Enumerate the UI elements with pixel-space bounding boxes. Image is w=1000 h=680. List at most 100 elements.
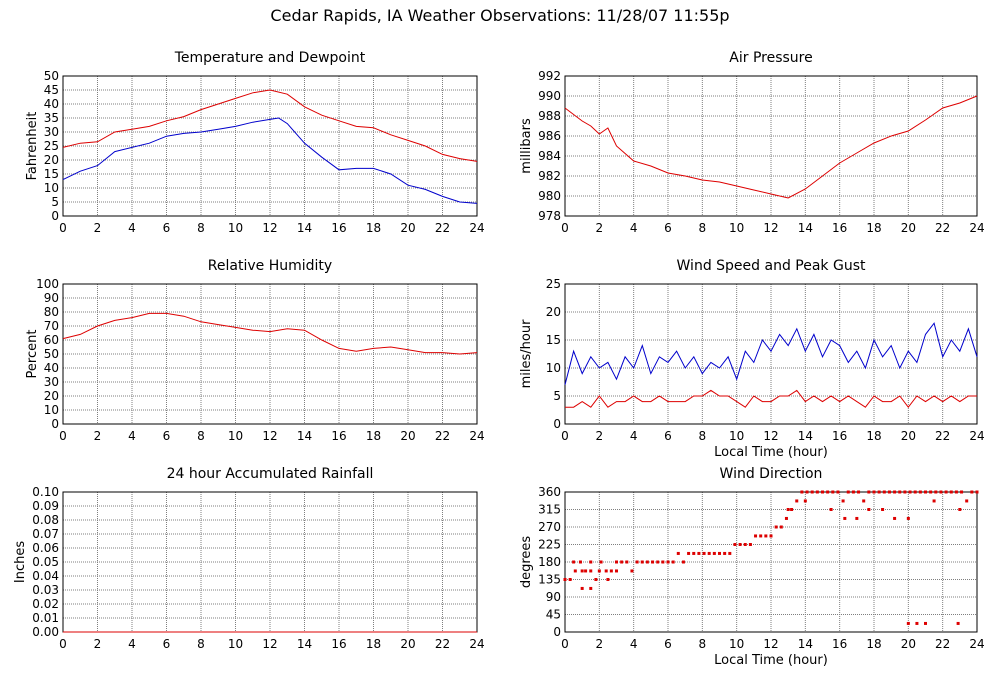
y-tick-label: 0.09 bbox=[32, 499, 59, 513]
x-tick-label: 10 bbox=[729, 637, 744, 651]
y-tick-label: 25 bbox=[44, 139, 59, 153]
x-tick-label: 0 bbox=[59, 221, 67, 235]
data-point bbox=[625, 560, 629, 564]
x-axis-label: Local Time (hour) bbox=[714, 653, 828, 668]
data-point bbox=[924, 621, 927, 625]
data-point bbox=[821, 490, 824, 494]
y-axis-label: miles/hour bbox=[519, 319, 534, 388]
x-tick-label: 10 bbox=[228, 637, 243, 651]
y-tick-label: 20 bbox=[546, 305, 561, 319]
x-tick-label: 6 bbox=[163, 221, 171, 235]
y-tick-label: 60 bbox=[44, 333, 59, 347]
x-tick-label: 4 bbox=[128, 429, 136, 443]
x-tick-label: 22 bbox=[935, 429, 950, 443]
x-tick-label: 14 bbox=[297, 429, 312, 443]
x-tick-label: 8 bbox=[699, 429, 707, 443]
x-tick-label: 8 bbox=[197, 637, 205, 651]
y-tick-label: 135 bbox=[538, 573, 561, 587]
x-tick-label: 16 bbox=[832, 429, 847, 443]
x-tick-label: 20 bbox=[901, 429, 916, 443]
y-tick-label: 80 bbox=[44, 305, 59, 319]
data-point bbox=[815, 490, 819, 494]
x-tick-label: 6 bbox=[163, 637, 171, 651]
x-tick-label: 6 bbox=[664, 429, 672, 443]
x-tick-label: 2 bbox=[94, 429, 102, 443]
y-tick-label: 0 bbox=[553, 625, 561, 639]
y-tick-label: 986 bbox=[538, 129, 561, 143]
y-tick-label: 5 bbox=[553, 389, 561, 403]
series-line-blue bbox=[62, 117, 478, 204]
y-tick-label: 70 bbox=[44, 319, 59, 333]
data-point bbox=[584, 569, 588, 573]
x-tick-label: 24 bbox=[969, 221, 984, 235]
data-point bbox=[898, 490, 902, 494]
data-point bbox=[915, 621, 919, 625]
x-tick-label: 14 bbox=[297, 637, 312, 651]
y-tick-label: 0.10 bbox=[32, 485, 59, 499]
x-tick-label: 4 bbox=[630, 221, 638, 235]
x-tick-label: 18 bbox=[366, 637, 381, 651]
y-tick-label: 0 bbox=[51, 417, 59, 431]
data-point bbox=[939, 490, 943, 494]
data-point bbox=[887, 490, 891, 494]
chart-wind-direction: 0 2 4 6 8 10 12 14 16 18 20 22 240459013518022527031… bbox=[519, 466, 985, 668]
series-line-red bbox=[564, 95, 978, 199]
x-tick-label: 8 bbox=[197, 221, 205, 235]
series-line-red bbox=[62, 312, 478, 355]
data-point bbox=[958, 508, 962, 511]
x-tick-label: 0 bbox=[561, 221, 569, 235]
data-point bbox=[594, 578, 598, 581]
data-point bbox=[651, 560, 655, 564]
x-tick-label: 14 bbox=[798, 429, 813, 443]
data-point bbox=[681, 560, 685, 564]
data-point bbox=[666, 560, 670, 564]
y-tick-label: 980 bbox=[538, 189, 561, 203]
y-tick-label: 20 bbox=[44, 389, 59, 403]
y-axis-label: degrees bbox=[519, 536, 534, 589]
y-tick-label: 5 bbox=[51, 195, 59, 209]
y-axis-label: Percent bbox=[25, 330, 40, 379]
y-tick-label: 10 bbox=[44, 181, 59, 195]
y-tick-label: 0 bbox=[51, 209, 59, 223]
data-point bbox=[954, 490, 958, 494]
x-tick-label: 4 bbox=[128, 221, 136, 235]
x-tick-label: 12 bbox=[262, 429, 277, 443]
data-point bbox=[841, 499, 845, 503]
y-tick-label: 270 bbox=[538, 520, 561, 534]
y-tick-label: 0.00 bbox=[32, 625, 59, 639]
data-point bbox=[956, 621, 960, 625]
data-point bbox=[615, 569, 618, 573]
y-tick-label: 0.07 bbox=[32, 527, 59, 541]
data-point bbox=[707, 551, 711, 555]
data-point bbox=[855, 516, 859, 520]
y-tick-label: 988 bbox=[538, 109, 561, 123]
data-point bbox=[857, 490, 861, 494]
data-point bbox=[908, 490, 912, 494]
x-tick-label: 18 bbox=[866, 429, 881, 443]
y-tick-label: 30 bbox=[44, 125, 59, 139]
data-point bbox=[810, 490, 814, 494]
chart-rainfall: 0 2 4 6 8 10 12 14 16 18 20 22 240.000.010.020.030.0… bbox=[13, 466, 485, 651]
x-tick-label: 18 bbox=[366, 429, 381, 443]
chart-title: Air Pressure bbox=[729, 50, 812, 66]
plot-frame bbox=[564, 491, 978, 633]
x-axis-label: Local Time (hour) bbox=[714, 445, 828, 460]
data-point bbox=[867, 490, 871, 494]
x-tick-label: 4 bbox=[630, 637, 638, 651]
x-tick-label: 4 bbox=[128, 637, 136, 651]
data-point bbox=[661, 560, 665, 564]
x-tick-label: 10 bbox=[729, 429, 744, 443]
data-point bbox=[836, 490, 840, 494]
data-point bbox=[718, 551, 721, 555]
x-tick-label: 0 bbox=[561, 429, 569, 443]
data-point bbox=[826, 490, 830, 494]
x-tick-label: 12 bbox=[763, 221, 778, 235]
chart-title: Wind Speed and Peak Gust bbox=[677, 258, 866, 274]
data-point bbox=[906, 516, 910, 520]
data-point bbox=[723, 551, 727, 555]
data-point bbox=[620, 560, 624, 564]
x-tick-label: 8 bbox=[699, 637, 707, 651]
y-tick-label: 90 bbox=[44, 291, 59, 305]
data-point bbox=[702, 551, 706, 555]
y-tick-label: 40 bbox=[44, 361, 59, 375]
